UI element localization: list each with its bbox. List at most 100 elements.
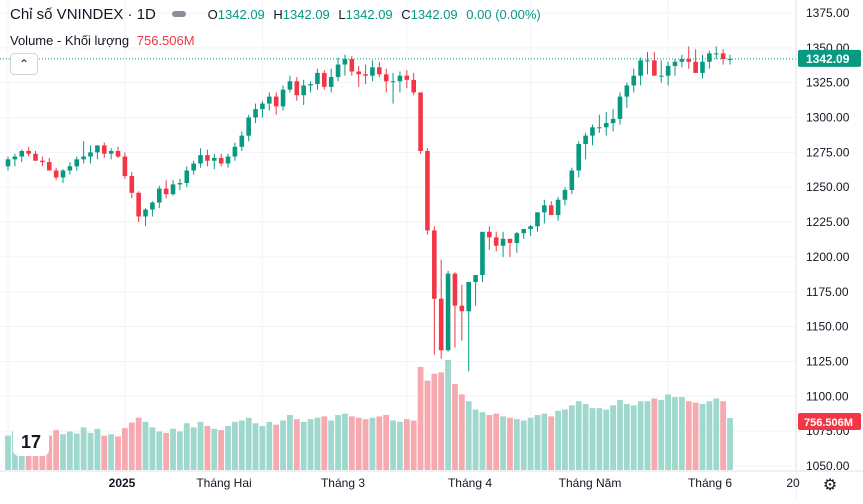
candle-body[interactable] xyxy=(672,61,678,66)
candle-body[interactable] xyxy=(603,123,609,128)
candle-body[interactable] xyxy=(542,205,547,213)
candle-body[interactable] xyxy=(383,74,389,82)
candle-body[interactable] xyxy=(404,75,410,80)
candle-body[interactable] xyxy=(177,183,183,185)
candle-body[interactable] xyxy=(184,170,190,184)
candle-body[interactable] xyxy=(562,190,568,200)
tradingview-logo[interactable]: 17 xyxy=(13,428,49,456)
candle-body[interactable] xyxy=(129,176,135,193)
candle-body[interactable] xyxy=(349,58,355,72)
candle-body[interactable] xyxy=(81,156,86,160)
candle-body[interactable] xyxy=(521,229,527,234)
candle-body[interactable] xyxy=(624,85,630,97)
candle-body[interactable] xyxy=(432,230,437,299)
candle-body[interactable] xyxy=(33,153,38,161)
candle-body[interactable] xyxy=(363,74,368,76)
candle-body[interactable] xyxy=(19,150,25,157)
candle-body[interactable] xyxy=(390,81,396,83)
candle-body[interactable] xyxy=(260,103,265,110)
candle-body[interactable] xyxy=(370,67,375,76)
candle-body[interactable] xyxy=(590,127,595,136)
candle-body[interactable] xyxy=(108,150,114,154)
candle-body[interactable] xyxy=(163,188,169,195)
eye-icon[interactable] xyxy=(171,11,186,18)
candle-body[interactable] xyxy=(514,233,520,243)
candle-body[interactable] xyxy=(466,282,472,312)
candle-body[interactable] xyxy=(638,60,643,76)
candle-body[interactable] xyxy=(500,238,506,246)
candle-body[interactable] xyxy=(53,170,59,178)
candle-body[interactable] xyxy=(205,155,210,161)
candle-body[interactable] xyxy=(253,109,258,118)
candle-body[interactable] xyxy=(487,231,492,238)
candle-body[interactable] xyxy=(617,96,623,119)
gear-icon[interactable]: ⚙ xyxy=(822,477,838,494)
candle-body[interactable] xyxy=(156,188,162,203)
candle-body[interactable] xyxy=(645,60,650,62)
candle-body[interactable] xyxy=(693,61,698,73)
candle-body[interactable] xyxy=(548,205,554,216)
candle-body[interactable] xyxy=(328,77,334,87)
candle-body[interactable] xyxy=(342,58,348,65)
candle-body[interactable] xyxy=(583,135,588,144)
candle-body[interactable] xyxy=(418,92,423,151)
candle-body[interactable] xyxy=(473,275,478,282)
candle-body[interactable] xyxy=(356,71,361,75)
candle-body[interactable] xyxy=(60,170,66,178)
candle-body[interactable] xyxy=(397,75,403,82)
candle-body[interactable] xyxy=(122,156,128,177)
candle-body[interactable] xyxy=(12,156,18,160)
candle-body[interactable] xyxy=(438,298,444,351)
candle-body[interactable] xyxy=(5,159,11,167)
candle-body[interactable] xyxy=(658,75,664,77)
candle-body[interactable] xyxy=(239,135,245,147)
candle-body[interactable] xyxy=(294,81,300,96)
candle-body[interactable] xyxy=(569,170,575,190)
candle-body[interactable] xyxy=(287,81,293,90)
candle-body[interactable] xyxy=(679,58,685,62)
candle-body[interactable] xyxy=(480,231,485,276)
candle-body[interactable] xyxy=(652,60,657,76)
candle-body[interactable] xyxy=(115,150,121,157)
collapse-button[interactable]: ⌃ xyxy=(10,53,38,75)
candle-body[interactable] xyxy=(535,212,540,227)
candle-body[interactable] xyxy=(143,209,148,217)
candle-body[interactable] xyxy=(211,157,217,161)
candle-body[interactable] xyxy=(46,162,52,171)
candle-body[interactable] xyxy=(315,72,320,85)
candle-body[interactable] xyxy=(266,96,272,104)
candle-body[interactable] xyxy=(170,184,176,195)
candle-body[interactable] xyxy=(198,155,203,164)
candle-body[interactable] xyxy=(720,53,726,59)
candle-body[interactable] xyxy=(459,305,465,312)
candle-body[interactable] xyxy=(322,72,327,87)
candle-body[interactable] xyxy=(377,67,382,75)
symbol-title[interactable]: Chỉ số VNINDEX · 1D xyxy=(10,6,156,23)
candle-body[interactable] xyxy=(225,156,231,164)
candle-body[interactable] xyxy=(631,75,637,86)
candle-body[interactable] xyxy=(191,163,196,171)
candle-body[interactable] xyxy=(150,202,155,210)
candle-body[interactable] xyxy=(713,53,719,55)
candle-body[interactable] xyxy=(273,96,279,107)
candle-body[interactable] xyxy=(218,157,224,164)
candle-body[interactable] xyxy=(411,79,416,93)
candle-body[interactable] xyxy=(528,226,533,230)
candle-body[interactable] xyxy=(700,61,705,73)
volume-label[interactable]: Volume - Khối lượng xyxy=(10,33,130,48)
candle-body[interactable] xyxy=(555,199,561,216)
candle-body[interactable] xyxy=(493,237,499,246)
candle-body[interactable] xyxy=(576,144,582,171)
candle-body[interactable] xyxy=(232,146,238,157)
candle-body[interactable] xyxy=(101,145,107,154)
candle-body[interactable] xyxy=(335,64,341,78)
candle-body[interactable] xyxy=(308,84,313,86)
candle-body[interactable] xyxy=(610,118,616,124)
candle-body[interactable] xyxy=(665,65,671,76)
candle-body[interactable] xyxy=(246,117,251,136)
candle-body[interactable] xyxy=(597,127,602,129)
time-axis-panel[interactable] xyxy=(0,471,796,499)
candle-body[interactable] xyxy=(452,273,458,306)
